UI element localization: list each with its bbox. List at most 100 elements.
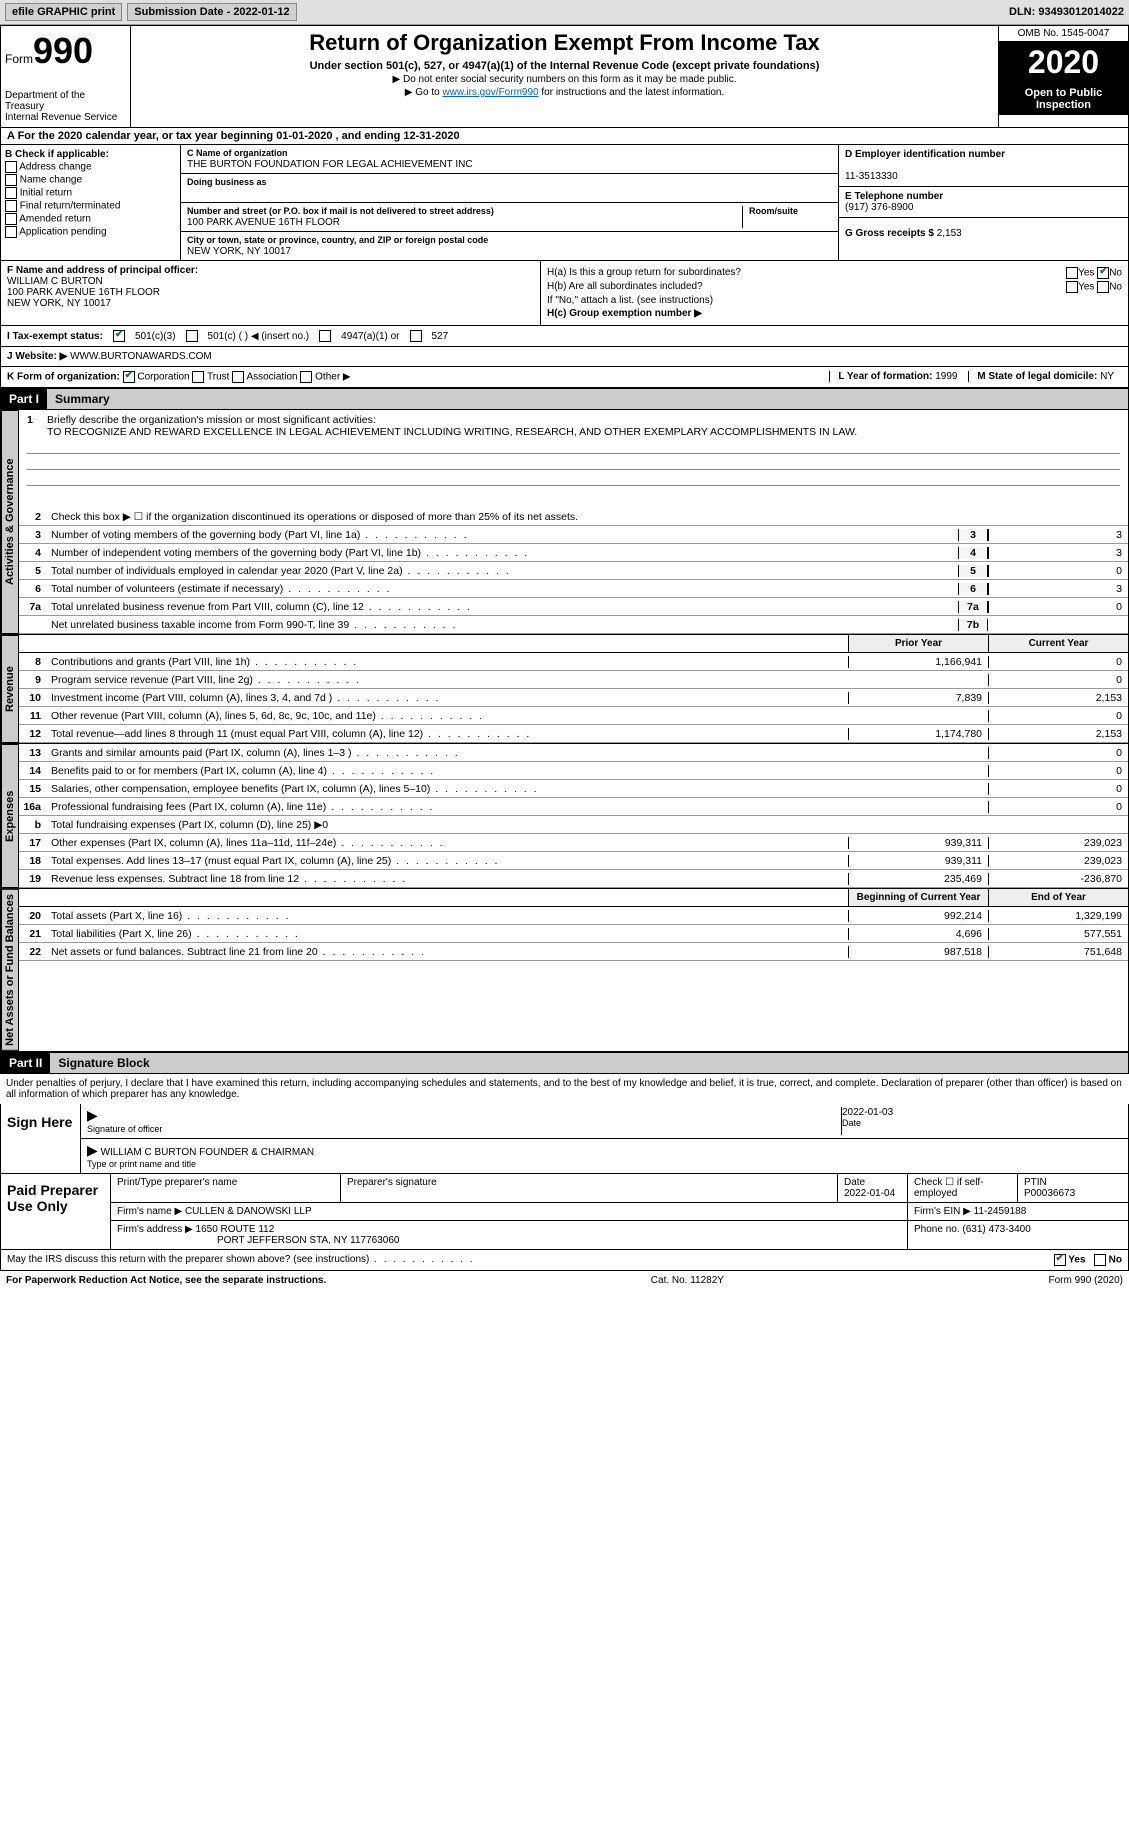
form-org-label: K Form of organization:: [7, 372, 120, 383]
line-: Net unrelated business taxable income fr…: [19, 616, 1128, 634]
cb-pending[interactable]: Application pending: [5, 226, 176, 238]
vtab-net: Net Assets or Fund Balances: [1, 889, 19, 1051]
footer-left: For Paperwork Reduction Act Notice, see …: [6, 1275, 326, 1286]
period-row: A For the 2020 calendar year, or tax yea…: [0, 128, 1129, 145]
prep-ptin: P00036673: [1024, 1188, 1075, 1199]
footer-mid: Cat. No. 11282Y: [651, 1275, 724, 1286]
irs-link[interactable]: www.irs.gov/Form990: [442, 87, 538, 98]
line-2: 2Check this box ▶ ☐ if the organization …: [19, 508, 1128, 526]
ha-yes[interactable]: [1066, 267, 1078, 279]
efile-button[interactable]: efile GRAPHIC print: [5, 3, 122, 21]
cb-corp[interactable]: [123, 371, 135, 383]
note-ssn: ▶ Do not enter social security numbers o…: [139, 74, 990, 85]
sign-here-label: Sign Here: [1, 1104, 81, 1173]
hb-note: If "No," attach a list. (see instruction…: [547, 295, 1122, 306]
cb-4947[interactable]: [319, 330, 331, 342]
ein-label: D Employer identification number: [845, 149, 1005, 160]
cb-other[interactable]: [300, 371, 312, 383]
line-16a: 16aProfessional fundraising fees (Part I…: [19, 798, 1128, 816]
may-yes[interactable]: [1054, 1254, 1066, 1266]
phone-value: (917) 376-8900: [845, 202, 913, 213]
cb-name-change[interactable]: Name change: [5, 174, 176, 186]
line-10: 10Investment income (Part VIII, column (…: [19, 689, 1128, 707]
firm-ein: 11-2459188: [974, 1206, 1027, 1217]
line-17: 17Other expenses (Part IX, column (A), l…: [19, 834, 1128, 852]
line-18: 18Total expenses. Add lines 13–17 (must …: [19, 852, 1128, 870]
preparer-block: Paid Preparer Use Only Print/Type prepar…: [0, 1174, 1129, 1250]
may-no[interactable]: [1094, 1254, 1106, 1266]
prep-date-hdr: Date: [844, 1177, 865, 1188]
hb-no[interactable]: [1097, 281, 1109, 293]
phone-label: E Telephone number: [845, 191, 943, 202]
gross-value: 2,153: [937, 228, 962, 239]
line-b: bTotal fundraising expenses (Part IX, co…: [19, 816, 1128, 834]
city-state-zip: NEW YORK, NY 10017: [187, 246, 291, 257]
form-number: 990: [33, 30, 93, 71]
cb-address-change[interactable]: Address change: [5, 161, 176, 173]
ha-no[interactable]: [1097, 267, 1109, 279]
preparer-title: Paid Preparer Use Only: [1, 1174, 111, 1249]
org-name: THE BURTON FOUNDATION FOR LEGAL ACHIEVEM…: [187, 159, 473, 170]
gross-label: G Gross receipts $: [845, 228, 934, 239]
col-headers-net: Beginning of Current YearEnd of Year: [19, 889, 1128, 907]
mission-label: Briefly describe the organization's miss…: [47, 414, 376, 426]
officer-name: WILLIAM C BURTON: [7, 276, 103, 287]
vtab-revenue: Revenue: [1, 635, 19, 743]
line-5: 5Total number of individuals employed in…: [19, 562, 1128, 580]
section-b-label: B Check if applicable:: [5, 149, 109, 160]
dept-label: Department of the TreasuryInternal Reven…: [5, 90, 126, 123]
line-8: 8Contributions and grants (Part VIII, li…: [19, 653, 1128, 671]
cb-initial-return[interactable]: Initial return: [5, 187, 176, 199]
declaration: Under penalties of perjury, I declare th…: [0, 1074, 1129, 1104]
dln: DLN: 93493012014022: [1009, 6, 1124, 18]
line-14: 14Benefits paid to or for members (Part …: [19, 762, 1128, 780]
firm-addr2: PORT JEFFERSON STA, NY 117763060: [117, 1235, 400, 1246]
city-label: City or town, state or province, country…: [187, 235, 488, 245]
cb-trust[interactable]: [192, 371, 204, 383]
year-formation: 1999: [935, 371, 957, 382]
top-bar: efile GRAPHIC print Submission Date - 20…: [0, 0, 1129, 25]
section-b: B Check if applicable: Address change Na…: [1, 145, 181, 260]
cb-501c[interactable]: [186, 330, 198, 342]
line-12: 12Total revenue—add lines 8 through 11 (…: [19, 725, 1128, 743]
firm-phone: (631) 473-3400: [962, 1224, 1030, 1235]
form-title: Return of Organization Exempt From Incom…: [139, 30, 990, 56]
hb-label: H(b) Are all subordinates included?: [547, 281, 703, 293]
prep-sig-hdr: Preparer's signature: [341, 1174, 838, 1202]
form-label: Form: [5, 52, 33, 66]
form-header: Form990 Department of the TreasuryIntern…: [0, 25, 1129, 128]
dba-label: Doing business as: [187, 177, 267, 187]
sig-date: 2022-01-03: [842, 1107, 893, 1118]
domicile: NY: [1100, 371, 1114, 382]
cb-final-return[interactable]: Final return/terminated: [5, 200, 176, 212]
part2-header: Part IISignature Block: [0, 1052, 1129, 1074]
submission-date: Submission Date - 2022-01-12: [127, 3, 296, 21]
line-13: 13Grants and similar amounts paid (Part …: [19, 744, 1128, 762]
cb-501c3[interactable]: [113, 330, 125, 342]
hc-label: H(c) Group exemption number ▶: [547, 308, 702, 319]
section-h: H(a) Is this a group return for subordin…: [541, 261, 1128, 325]
cb-527[interactable]: [410, 330, 422, 342]
website-value: WWW.BURTONAWARDS.COM: [70, 351, 212, 362]
firm-phone-label: Phone no.: [914, 1224, 960, 1235]
ein-value: 11-3513330: [845, 171, 898, 182]
ha-label: H(a) Is this a group return for subordin…: [547, 267, 741, 279]
hb-yes[interactable]: [1066, 281, 1078, 293]
line-9: 9Program service revenue (Part VIII, lin…: [19, 671, 1128, 689]
cb-assoc[interactable]: [232, 371, 244, 383]
firm-addr1: 1650 ROUTE 112: [196, 1224, 275, 1235]
prep-ptin-hdr: PTIN: [1024, 1177, 1047, 1188]
note-link: ▶ Go to www.irs.gov/Form990 for instruct…: [139, 87, 990, 98]
org-name-label: C Name of organization: [187, 148, 288, 158]
may-discuss-text: May the IRS discuss this return with the…: [7, 1254, 475, 1265]
sign-block: Sign Here ▶Signature of officer2022-01-0…: [0, 1104, 1129, 1174]
cb-amended[interactable]: Amended return: [5, 213, 176, 225]
sig-officer-label: Signature of officer: [87, 1124, 162, 1134]
firm-addr-label: Firm's address ▶: [117, 1224, 193, 1235]
section-f: F Name and address of principal officer:…: [1, 261, 541, 325]
sig-name: WILLIAM C BURTON FOUNDER & CHAIRMAN: [101, 1147, 315, 1158]
line-6: 6Total number of volunteers (estimate if…: [19, 580, 1128, 598]
line-21: 21Total liabilities (Part X, line 26)4,6…: [19, 925, 1128, 943]
section-c: C Name of organizationTHE BURTON FOUNDAT…: [181, 145, 838, 260]
footer-right: Form 990 (2020): [1049, 1275, 1123, 1286]
